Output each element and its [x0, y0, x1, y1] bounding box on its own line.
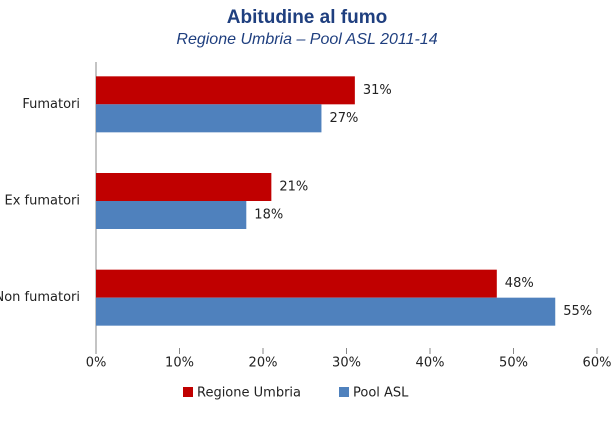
x-tick-label: 20%	[249, 356, 278, 371]
x-tick-label: 10%	[165, 356, 194, 371]
legend-swatch	[339, 387, 349, 397]
data-label: 27%	[329, 111, 358, 126]
bar	[96, 173, 272, 201]
bar	[96, 269, 497, 298]
data-label: 48%	[505, 276, 534, 291]
y-tick-label: Non fumatori	[0, 290, 80, 305]
bar	[96, 201, 247, 229]
legend-label: Regione Umbria	[197, 386, 301, 401]
y-tick-label: Fumatori	[22, 97, 80, 112]
x-tick-label: 40%	[416, 356, 445, 371]
data-label: 55%	[563, 304, 592, 319]
bar	[96, 297, 556, 326]
data-label: 31%	[363, 83, 392, 98]
chart-subtitle: Regione Umbria – Pool ASL 2011-14	[176, 31, 437, 48]
chart-title: Abitudine al fumo	[227, 7, 387, 28]
legend-label: Pool ASL	[353, 386, 409, 401]
x-tick-label: 0%	[86, 356, 107, 371]
legend-swatch	[183, 387, 193, 397]
x-tick-label: 50%	[499, 356, 528, 371]
data-label: 18%	[254, 208, 283, 223]
x-tick-label: 30%	[332, 356, 361, 371]
data-label: 21%	[279, 180, 308, 195]
x-tick-label: 60%	[583, 356, 612, 371]
bar	[96, 104, 322, 133]
bar	[96, 76, 355, 105]
y-tick-label: Ex fumatori	[5, 194, 81, 209]
